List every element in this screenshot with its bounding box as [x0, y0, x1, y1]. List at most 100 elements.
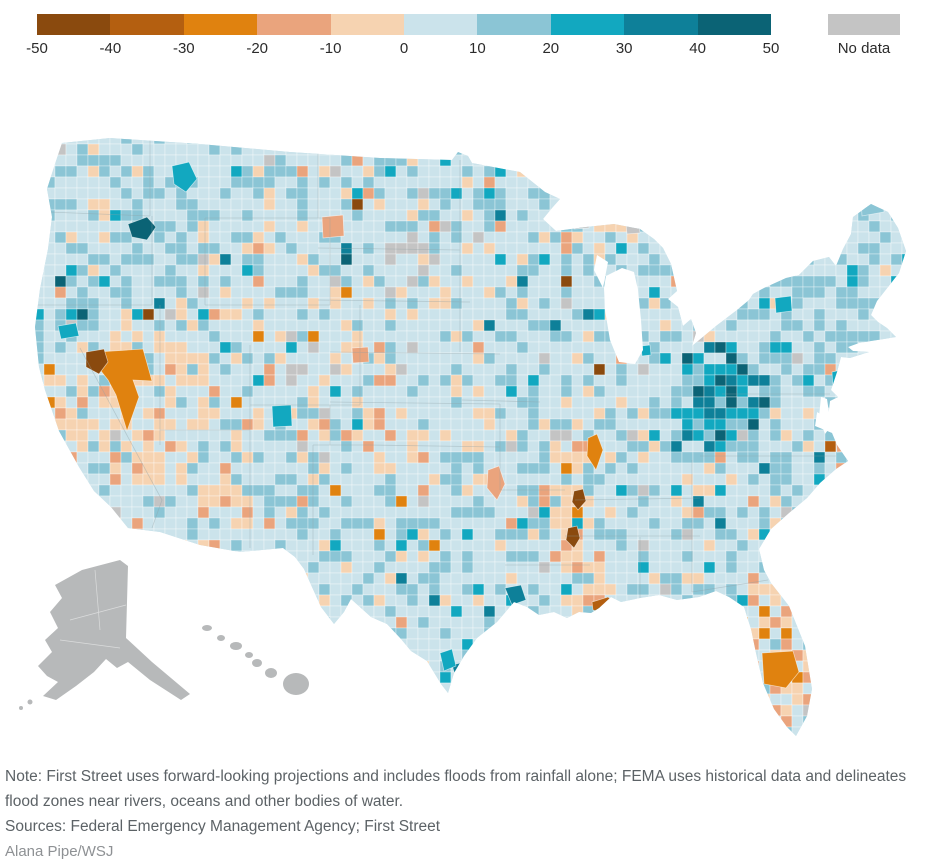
county-cell: [208, 715, 221, 728]
county-cell: [615, 517, 628, 530]
county-cell: [593, 198, 606, 211]
county-cell: [659, 660, 672, 673]
county-cell: [517, 100, 528, 111]
county-cell: [835, 396, 848, 409]
county-cell: [626, 528, 639, 541]
county-cell: [813, 693, 826, 706]
county-cell: [318, 138, 331, 145]
county-cell: [186, 341, 199, 354]
county-cell: [186, 429, 199, 442]
county-cell: [54, 418, 67, 431]
county-cell: [241, 275, 254, 288]
county-cell: [615, 715, 628, 728]
county-cell: [164, 440, 177, 453]
county-cell: [571, 154, 584, 167]
county-cell: [373, 649, 386, 662]
county-cell: [879, 138, 892, 145]
county-cell: [440, 122, 451, 133]
county-cell: [296, 374, 309, 387]
county-cell: [22, 661, 33, 672]
county-cell: [571, 418, 584, 431]
county-cell: [307, 429, 320, 442]
county-cell: [165, 100, 176, 111]
county-cell: [406, 220, 419, 233]
county-cell: [109, 319, 122, 332]
county-cell: [659, 231, 672, 244]
county-cell: [131, 275, 144, 288]
county-cell: [913, 562, 924, 573]
county-cell: [439, 506, 452, 519]
county-cell: [681, 616, 694, 629]
county-cell: [858, 111, 869, 122]
county-cell: [802, 605, 815, 618]
county-cell: [835, 495, 848, 508]
county-cell: [890, 253, 903, 266]
county-cell: [736, 341, 749, 354]
county-cell: [43, 506, 56, 519]
county-cell: [593, 550, 606, 563]
county-cell: [736, 561, 749, 574]
county-cell: [197, 495, 210, 508]
county-cell: [924, 122, 930, 133]
county-cell: [428, 374, 441, 387]
county-cell: [98, 264, 111, 277]
county-cell: [274, 330, 287, 343]
county-cell: [802, 286, 815, 299]
county-cell: [428, 242, 441, 255]
county-cell: [351, 495, 364, 508]
county-cell: [153, 638, 166, 651]
county-cell: [835, 660, 848, 673]
county-cell: [791, 484, 804, 497]
county-cell: [175, 539, 188, 552]
county-cell: [395, 605, 408, 618]
county-cell: [835, 138, 848, 145]
county-cell: [131, 198, 144, 211]
county-cell: [681, 363, 694, 376]
county-cell: [252, 407, 265, 420]
county-cell: [527, 209, 540, 222]
county-cell: [494, 308, 507, 321]
county-cell: [43, 440, 56, 453]
county-cell: [109, 165, 122, 178]
county-cell: [626, 198, 639, 211]
county-cell: [142, 440, 155, 453]
county-cell: [351, 297, 364, 310]
county-cell: [901, 308, 906, 321]
county-cell: [461, 473, 474, 486]
county-cell: [351, 440, 364, 453]
county-cell: [538, 484, 551, 497]
county-cell: [318, 495, 331, 508]
county-cell: [76, 550, 89, 563]
county-cell: [461, 341, 474, 354]
county-cell: [560, 352, 573, 365]
county-cell: [824, 671, 837, 684]
county-cell: [109, 682, 122, 695]
county-cell: [560, 418, 573, 431]
county-cell: [186, 220, 199, 233]
county-cell: [495, 111, 506, 122]
county-cell: [681, 517, 694, 530]
county-cell: [461, 308, 474, 321]
county-cell: [791, 385, 804, 398]
county-cell: [450, 374, 463, 387]
county-cell: [461, 429, 474, 442]
county-cell: [736, 363, 749, 376]
county-cell: [417, 286, 430, 299]
county-cell: [296, 209, 309, 222]
county-cell: [890, 165, 903, 178]
county-cell: [297, 111, 308, 122]
county-cell: [87, 473, 100, 486]
county-cell: [428, 275, 441, 288]
county-cell: [175, 550, 188, 563]
county-cell: [65, 462, 78, 475]
county-cell: [659, 649, 672, 662]
county-cell: [197, 594, 210, 607]
county-cell: [285, 528, 298, 541]
county-cell: [54, 396, 67, 409]
county-cell: [439, 319, 452, 332]
county-cell: [913, 529, 924, 540]
county-cell: [153, 198, 166, 211]
county-cell: [472, 138, 485, 145]
county-cell: [714, 660, 727, 673]
county-cell: [813, 484, 826, 497]
